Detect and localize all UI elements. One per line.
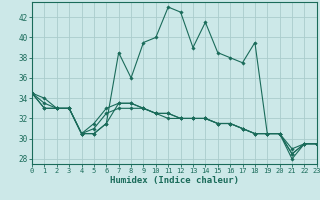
X-axis label: Humidex (Indice chaleur): Humidex (Indice chaleur) — [110, 176, 239, 185]
